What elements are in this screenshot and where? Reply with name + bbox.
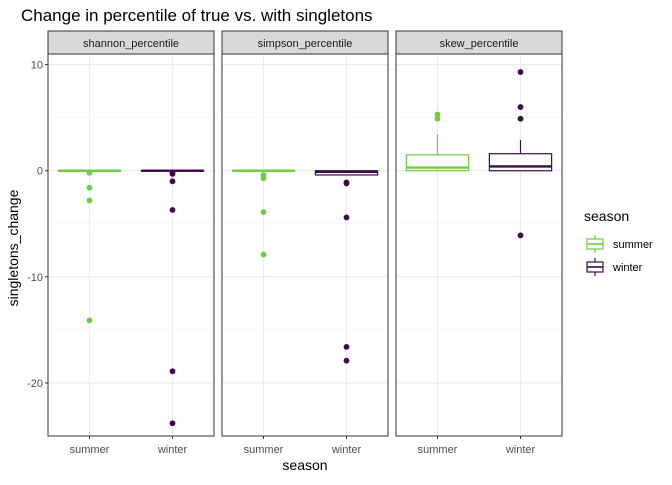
outlier-point: [343, 357, 350, 364]
outlier-point: [343, 180, 350, 187]
outlier-point: [343, 343, 350, 350]
outlier-point: [260, 175, 267, 182]
boxplot-winter: [488, 69, 553, 239]
outlier-point: [86, 169, 93, 176]
outlier-point: [86, 317, 93, 324]
legend-key-winter: winter: [584, 256, 643, 278]
panel-background: [222, 54, 388, 436]
outlier-point: [517, 115, 524, 122]
boxplot-summer: [231, 169, 296, 258]
legend-title: season: [584, 208, 629, 224]
y-tick-label: -10: [27, 272, 43, 284]
outlier-point: [517, 69, 524, 75]
panel-border: [221, 53, 389, 437]
legend-label: winter: [612, 262, 643, 274]
outlier-point: [434, 115, 441, 122]
outlier-point: [169, 420, 176, 427]
legend: season summer winter: [584, 208, 653, 278]
panel-border: [395, 53, 563, 437]
outlier-point: [517, 232, 524, 239]
boxplot-winter: [314, 170, 379, 364]
y-tick-label: 0: [37, 166, 43, 178]
panel-background: [396, 54, 562, 436]
outlier-point: [169, 178, 176, 185]
outlier-point: [517, 104, 524, 110]
outlier-point: [260, 209, 267, 216]
x-tick-label: winter: [157, 444, 188, 456]
outlier-point: [434, 111, 441, 118]
x-tick-label: summer: [70, 444, 110, 456]
legend-label: summer: [613, 239, 653, 251]
x-tick-label: winter: [331, 444, 362, 456]
outlier-point: [169, 368, 176, 375]
box: [488, 153, 553, 172]
outlier-point: [169, 171, 176, 177]
outlier-point: [86, 197, 93, 204]
x-tick-label: winter: [505, 444, 536, 456]
outlier-point: [260, 251, 267, 258]
facet-strip-label: shannon_percentile: [83, 38, 179, 50]
panel-background: [48, 54, 214, 436]
x-axis-title: season: [282, 457, 327, 473]
y-axis-title: singletons_change: [5, 189, 21, 306]
x-tick-label: summer: [418, 444, 458, 456]
boxplot-summer: [405, 111, 470, 172]
legend-key-summer: summer: [584, 233, 653, 255]
y-tick-label: 10: [31, 60, 43, 72]
outlier-point: [169, 207, 176, 213]
boxplot-summer: [57, 169, 122, 324]
facet-strip-label: simpson_percentile: [258, 38, 353, 50]
panel-border: [47, 53, 215, 437]
chart-title: Change in percentile of true vs. with si…: [21, 6, 373, 25]
boxplot-winter: [140, 169, 205, 427]
outlier-point: [86, 184, 93, 191]
x-tick-label: summer: [244, 444, 284, 456]
y-tick-label: -20: [27, 378, 43, 390]
facet-strip-label: skew_percentile: [440, 38, 519, 50]
outlier-point: [343, 214, 350, 221]
